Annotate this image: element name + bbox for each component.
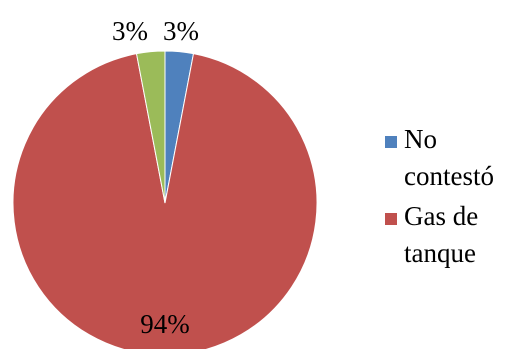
legend-label: No [404, 124, 437, 154]
pie-data-label: 3% [163, 16, 199, 46]
legend-swatch [385, 213, 397, 225]
legend-label: contestó [404, 161, 494, 191]
legend-label: tanque [404, 238, 476, 268]
pie-data-label: 3% [112, 16, 148, 46]
legend-label: Gas de [404, 201, 478, 231]
legend-entry: No contestó [385, 124, 494, 191]
chart-legend: No contestó Gas de tanque [385, 124, 494, 268]
pie-data-labels: 3% 94% 3% [112, 16, 199, 339]
pie-slices [12, 50, 318, 349]
legend-entry: Gas de tanque [385, 201, 478, 268]
pie-data-label: 94% [140, 309, 190, 339]
pie-slice [135, 50, 166, 204]
pie-slice [12, 53, 318, 349]
legend-swatch [385, 136, 397, 148]
